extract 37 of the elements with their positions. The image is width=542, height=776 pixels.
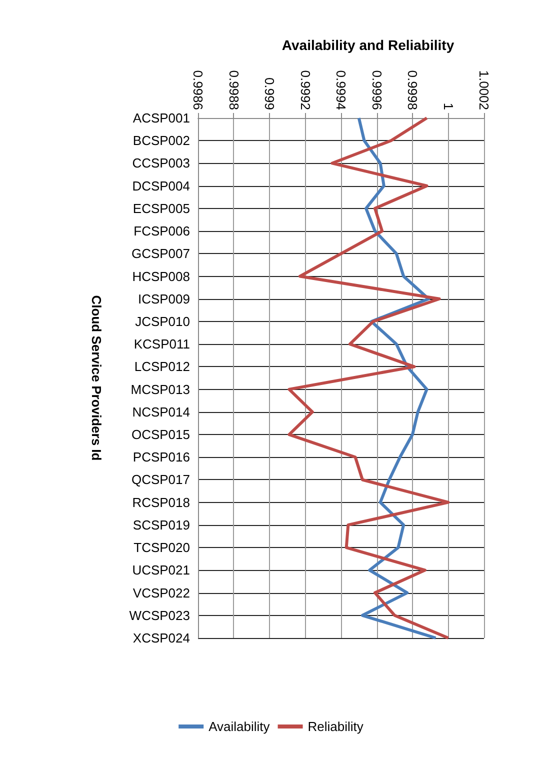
y-tick-label: GCSP007	[131, 246, 190, 262]
y-tick-label: UCSP021	[132, 562, 190, 578]
y-tick-label: DCSP004	[132, 178, 190, 194]
legend-label: Reliability	[308, 719, 364, 734]
y-tick-label: JCSP010	[135, 314, 190, 329]
y-tick-label: HCSP008	[132, 268, 190, 284]
legend-label: Availability	[208, 719, 270, 734]
x-tick-label: 0.9988	[226, 70, 242, 110]
x-tick-label: 0.9992	[298, 70, 313, 110]
y-tick-label: CCSP003	[132, 156, 190, 171]
y-tick-label: XCSP024	[132, 630, 190, 646]
y-tick-label: NCSP014	[132, 404, 190, 420]
y-tick-label: PCSP016	[132, 450, 190, 465]
y-tick-label: WCSP023	[129, 608, 190, 623]
y-tick-label: KCSP011	[134, 336, 190, 352]
x-tick-label: 0.9996	[369, 70, 384, 110]
y-tick-label: TCSP020	[134, 540, 190, 556]
y-tick-label: ICSP009	[138, 291, 190, 306]
y-tick-label: RCSP018	[132, 494, 190, 510]
y-tick-label: BCSP002	[132, 133, 190, 148]
y-tick-label: LCSP012	[134, 359, 190, 374]
y-axis-title: Cloud Service Providers Id	[89, 295, 104, 461]
chart-title: Availability and Reliability	[282, 37, 454, 53]
x-tick-label: 1.0002	[476, 70, 492, 110]
y-tick-label: MCSP013	[130, 382, 190, 397]
y-tick-label: ECSP005	[132, 200, 190, 216]
y-tick-label: OCSP015	[131, 427, 190, 442]
x-tick-label: 1	[440, 102, 456, 110]
x-tick-label: 0.9986	[190, 70, 206, 110]
x-tick-label: 0.999	[262, 77, 277, 110]
y-tick-label: QCSP017	[131, 472, 190, 488]
x-tick-label: 0.9998	[405, 70, 420, 110]
y-tick-label: SCSP019	[132, 517, 190, 532]
y-tick-label: FCSP006	[134, 224, 190, 239]
y-tick-label: VCSP022	[132, 585, 190, 600]
y-tick-label: ACSP001	[132, 110, 190, 126]
x-tick-label: 0.9994	[334, 70, 348, 110]
